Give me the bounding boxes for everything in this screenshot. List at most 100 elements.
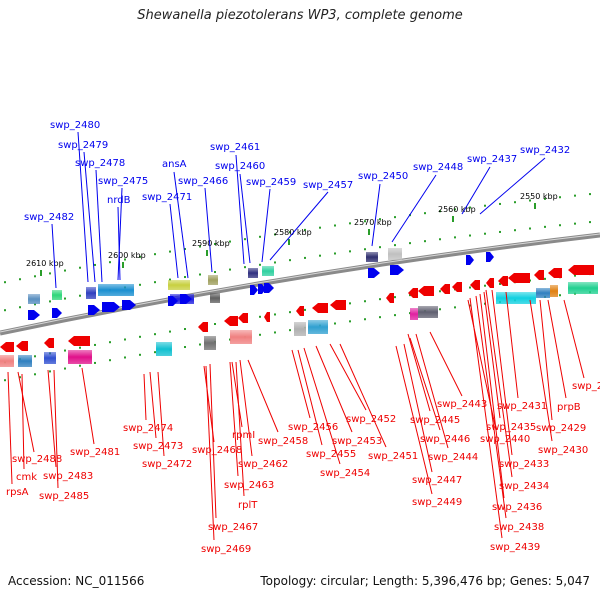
reverse-gene-label[interactable]: swp_2447 — [412, 475, 462, 486]
forward-gene-arrow[interactable] — [466, 255, 474, 265]
forward-gene-label[interactable]: swp_2432 — [520, 145, 570, 156]
reverse-gene-arrow[interactable] — [452, 282, 462, 292]
reverse-gene-arrow[interactable] — [498, 276, 508, 286]
forward-gene-arrow[interactable] — [250, 285, 258, 295]
forward-gene-label[interactable]: swp_2448 — [413, 162, 463, 173]
reverse-gene-label[interactable]: rpmI — [232, 430, 255, 441]
reverse-gene-label[interactable]: swp_2481 — [70, 447, 120, 458]
forward-gene-label[interactable]: swp_2466 — [178, 176, 228, 187]
forward-gene-arrow[interactable] — [52, 308, 62, 318]
reverse-gene-label[interactable]: swp_2469 — [201, 544, 251, 555]
reverse-gene-label[interactable]: swp_2444 — [428, 452, 478, 463]
reverse-gene-arrow[interactable] — [312, 303, 328, 313]
reverse-gene-arrow[interactable] — [470, 280, 480, 290]
reverse-gene-arrow[interactable] — [0, 342, 14, 352]
forward-gene-label[interactable]: swp_2480 — [50, 120, 100, 131]
guide-dot — [454, 306, 456, 309]
reverse-gene-arrow[interactable] — [508, 273, 530, 283]
forward-gene-label[interactable]: ansA — [162, 159, 187, 170]
reverse-gene-label[interactable]: swp_2472 — [142, 459, 192, 470]
reverse-gene-label[interactable]: swp_2431 — [497, 401, 547, 412]
reverse-gene-label[interactable]: swp_2474 — [123, 423, 173, 434]
reverse-label-leader — [485, 289, 513, 478]
reverse-gene-arrow[interactable] — [418, 286, 434, 296]
reverse-gene-arrow[interactable] — [386, 293, 394, 303]
guide-dot — [214, 323, 216, 326]
reverse-gene-arrow[interactable] — [440, 284, 450, 294]
reverse-gene-arrow[interactable] — [198, 322, 208, 332]
reverse-gene-label[interactable]: swp_2462 — [238, 459, 288, 470]
guide-dot — [229, 268, 231, 271]
forward-gene-arrow[interactable] — [486, 252, 494, 262]
forward-gene-label[interactable]: swp_2482 — [24, 212, 74, 223]
forward-gene-label[interactable]: swp_2461 — [210, 142, 260, 153]
reverse-gene-label[interactable]: swp_2429 — [536, 423, 586, 434]
reverse-gene-label[interactable]: swp_2454 — [320, 468, 370, 479]
reverse-gene-label[interactable]: swp_2427 — [572, 381, 600, 392]
reverse-gene-arrow[interactable] — [534, 270, 544, 280]
reverse-gene-label[interactable]: swp_2483 — [43, 471, 93, 482]
reverse-gene-label[interactable]: swp_2435 — [486, 422, 536, 433]
reverse-gene-label[interactable]: swp_2458 — [258, 436, 308, 447]
reverse-gene-label[interactable]: swp_2453 — [332, 436, 382, 447]
forward-gene-label[interactable]: swp_2471 — [142, 192, 192, 203]
forward-gene-label[interactable]: swp_2475 — [98, 176, 148, 187]
forward-gene-arrow[interactable] — [390, 265, 404, 275]
reverse-gene-label[interactable]: swp_2452 — [346, 414, 396, 425]
reverse-gene-arrow[interactable] — [238, 313, 248, 323]
reverse-gene-label[interactable]: swp_2456 — [288, 422, 338, 433]
reverse-gene-arrow[interactable] — [264, 312, 270, 322]
forward-gene-arrow[interactable] — [28, 310, 40, 320]
forward-gene-label[interactable]: swp_2437 — [467, 154, 517, 165]
reverse-gene-label[interactable]: swp_2463 — [224, 480, 274, 491]
forward-gene-label[interactable]: nrdB — [107, 195, 131, 206]
reverse-gene-label[interactable]: swp_2488 — [12, 454, 62, 465]
reverse-gene-arrow[interactable] — [68, 336, 90, 346]
forward-gene-arrow[interactable] — [168, 296, 178, 306]
reverse-gene-label[interactable]: swp_2436 — [492, 502, 542, 513]
reverse-gene-label[interactable]: prpB — [557, 402, 581, 413]
reverse-gene-label[interactable]: swp_2473 — [133, 441, 183, 452]
reverse-gene-label[interactable]: swp_2439 — [490, 542, 540, 553]
forward-gene-arrow[interactable] — [368, 268, 380, 278]
reverse-gene-arrow[interactable] — [408, 288, 418, 298]
forward-gene-arrow[interactable] — [264, 283, 274, 293]
reverse-gene-label[interactable]: swp_2440 — [480, 434, 530, 445]
reverse-gene-arrow[interactable] — [486, 278, 494, 288]
reverse-gene-arrow[interactable] — [16, 341, 28, 351]
forward-gene-label[interactable]: swp_2459 — [246, 177, 296, 188]
reverse-gene-arrow[interactable] — [224, 316, 238, 326]
reverse-gene-label[interactable]: swp_2445 — [410, 415, 460, 426]
reverse-gene-arrow[interactable] — [44, 338, 54, 348]
reverse-gene-label[interactable]: rpsA — [6, 487, 29, 498]
forward-gene-arrow[interactable] — [102, 302, 120, 312]
forward-gene-label[interactable]: swp_2460 — [215, 161, 265, 172]
reverse-gene-label[interactable]: swp_2438 — [494, 522, 544, 533]
forward-gene-arrow[interactable] — [122, 300, 136, 310]
forward-gene-label[interactable]: swp_2478 — [75, 158, 125, 169]
forward-gene-arrow[interactable] — [88, 305, 100, 315]
reverse-gene-label[interactable]: rplT — [238, 500, 258, 511]
reverse-gene-label[interactable]: swp_2433 — [499, 459, 549, 470]
feature-box — [68, 350, 92, 364]
reverse-gene-label[interactable]: swp_2467 — [208, 522, 258, 533]
forward-gene-label[interactable]: swp_2457 — [303, 180, 353, 191]
reverse-gene-arrow[interactable] — [568, 265, 594, 275]
reverse-gene-arrow[interactable] — [296, 306, 304, 316]
reverse-gene-label[interactable]: swp_2449 — [412, 497, 462, 508]
reverse-gene-label[interactable]: swp_2451 — [368, 451, 418, 462]
reverse-gene-label[interactable]: cmk — [16, 472, 37, 483]
reverse-gene-label[interactable]: swp_2468 — [192, 445, 242, 456]
reverse-gene-arrow[interactable] — [548, 268, 562, 278]
reverse-gene-label[interactable]: swp_2430 — [538, 445, 588, 456]
reverse-gene-label[interactable]: swp_2434 — [499, 481, 549, 492]
forward-gene-label[interactable]: swp_2450 — [358, 171, 408, 182]
reverse-gene-arrow[interactable] — [330, 300, 346, 310]
forward-gene-arrow[interactable] — [180, 294, 192, 304]
reverse-gene-label[interactable]: swp_2455 — [306, 449, 356, 460]
forward-gene-label[interactable]: swp_2479 — [58, 140, 108, 151]
reverse-gene-label[interactable]: swp_2485 — [39, 491, 89, 502]
reverse-gene-label[interactable]: swp_2443 — [437, 399, 487, 410]
reverse-gene-label[interactable]: swp_2446 — [420, 434, 470, 445]
guide-dot — [169, 278, 171, 281]
